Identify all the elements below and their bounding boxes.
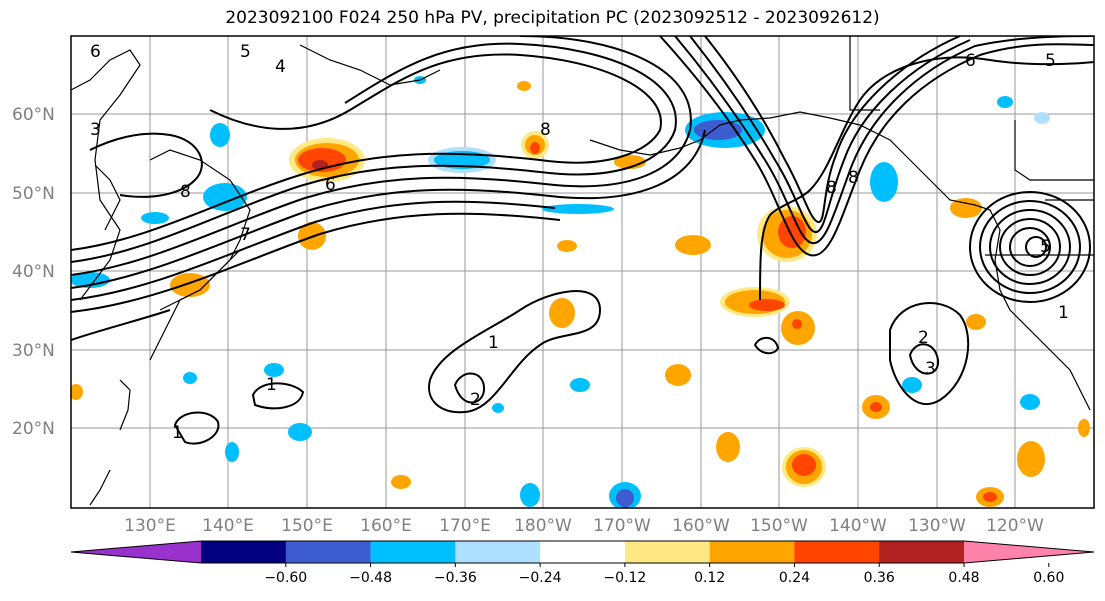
contour-label: 4 — [275, 57, 286, 77]
lat-label: 20°N — [12, 419, 55, 439]
lat-label: 30°N — [12, 341, 55, 361]
lat-label: 60°N — [12, 105, 55, 125]
lat-label: 50°N — [12, 184, 55, 204]
lon-label: 140°E — [202, 516, 254, 536]
colorbar-tick-label: 0.60 — [1033, 570, 1064, 586]
latitude-labels: 60°N 50°N 40°N 30°N 20°N — [12, 105, 55, 439]
gridlines — [71, 36, 1094, 508]
lat-label: 40°N — [12, 262, 55, 282]
contour-label: 8 — [848, 168, 859, 188]
colorbar-segment — [624, 541, 711, 563]
contour-label: 8 — [826, 178, 837, 198]
contour-label: 8 — [180, 182, 191, 202]
colorbar-tick-label: 0.48 — [948, 570, 979, 586]
colorbar-tick-label: 0.36 — [864, 570, 895, 586]
contour-label: 7 — [240, 225, 251, 245]
colorbar-segment — [794, 541, 880, 563]
colorbar-segment — [285, 541, 372, 563]
contour-label: 6 — [965, 51, 976, 71]
contour-label: 5 — [240, 42, 251, 62]
contour-label: 8 — [540, 120, 551, 140]
lon-label: 140°W — [829, 516, 887, 536]
precip-positive-areas — [71, 81, 1090, 507]
contour-labels: 6 5 4 3 8 8 6 6 5 7 8 8 1 1 2 2 3 1 1 5 — [90, 42, 1069, 443]
colorbar-segment — [879, 541, 965, 563]
colorbar-segment — [540, 541, 626, 563]
contour-label: 1 — [488, 333, 499, 353]
lon-label: 170°W — [593, 516, 651, 536]
contour-label: 5 — [1040, 237, 1051, 257]
map-area — [71, 36, 1094, 508]
colorbar: −0.60 −0.48 −0.36 −0.24 −0.12 0.12 0.24 0.36 0.4… — [70, 540, 1095, 586]
colorbar-extend-high — [964, 541, 1094, 563]
colorbar-tick-label: −0.12 — [603, 570, 646, 586]
contour-label: 6 — [90, 42, 101, 62]
map-title: 2023092100 F024 250 hPa PV, precipitatio… — [225, 8, 880, 28]
lon-label: 130°W — [908, 516, 966, 536]
pv-contours — [71, 36, 1094, 445]
lon-label: 130°E — [124, 516, 176, 536]
contour-label: 1 — [266, 375, 277, 395]
contour-label: 2 — [470, 390, 481, 410]
contour-label: 6 — [325, 175, 336, 195]
contour-label: 3 — [90, 120, 101, 140]
lon-label: 150°E — [281, 516, 333, 536]
lon-label: 160°E — [360, 516, 412, 536]
lon-label: 150°W — [750, 516, 808, 536]
colorbar-tick-label: 0.24 — [779, 570, 810, 586]
lon-label: 180°W — [514, 516, 572, 536]
longitude-labels: 130°E 140°E 150°E 160°E 170°E 180°W 170°… — [124, 516, 1044, 536]
colorbar-tick-label: −0.36 — [434, 570, 477, 586]
map-border — [70, 35, 1095, 509]
lon-label: 160°W — [672, 516, 730, 536]
colorbar-tick-label: −0.48 — [349, 570, 392, 586]
lon-label: 120°W — [986, 516, 1044, 536]
colorbar-outline — [70, 540, 1095, 564]
contour-label: 2 — [918, 328, 929, 348]
lon-label: 170°E — [439, 516, 491, 536]
colorbar-tick-label: 0.12 — [694, 570, 725, 586]
colorbar-segment — [455, 541, 541, 563]
contour-label: 5 — [1045, 51, 1056, 71]
contour-label: 1 — [1058, 303, 1069, 323]
contour-label: 1 — [172, 423, 183, 443]
colorbar-extend-low — [71, 541, 201, 563]
colorbar-segment — [709, 541, 795, 563]
colorbar-tick-label: −0.24 — [519, 570, 562, 586]
contour-label: 3 — [925, 359, 936, 379]
colorbar-tick-label: −0.60 — [264, 570, 307, 586]
colorbar-segment — [201, 541, 287, 563]
colorbar-segment — [370, 541, 456, 563]
